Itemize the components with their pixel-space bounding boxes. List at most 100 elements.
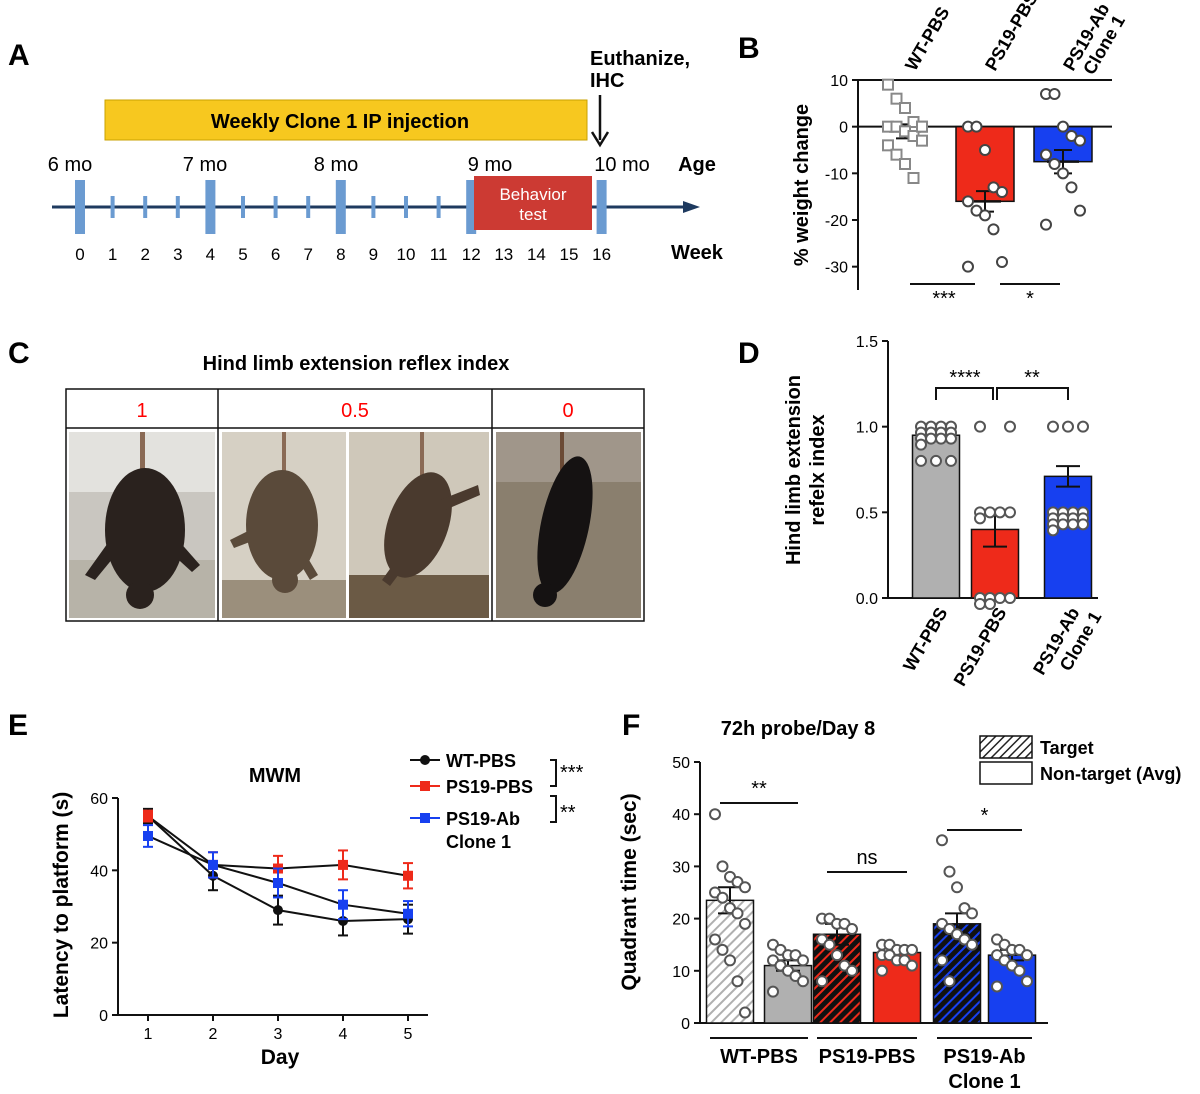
panel-label-b: B [738,32,760,65]
f-legend-swatch-nontarget [979,761,1033,785]
behavior-test-box [474,176,592,230]
week-tick-label: 10 [397,245,416,264]
timeline-major-tick [205,180,216,234]
e-y-tick-label: 0 [99,1008,108,1025]
d-data-point [1067,518,1079,531]
f-data-point [906,959,918,972]
injection-bar [104,99,588,141]
week-title: Week [671,242,724,264]
b-data-point [987,223,1000,236]
timeline-minor-tick [143,196,148,218]
d-data-point [974,420,986,433]
b-data-point [1065,181,1078,194]
f-data-point [709,933,721,946]
b-data-point [962,195,974,208]
week-tick-label: 0 [75,245,84,264]
mouse-photo-index-0-5-b [349,432,489,618]
f-data-point [739,917,751,930]
euthanize-arrowhead [590,131,610,148]
d-category-label: PS19-PBS [950,604,1011,689]
b-data-point [970,120,983,133]
panel-label-e: E [8,709,28,742]
b-data-point [1048,158,1061,170]
f-data-point [823,938,836,951]
e-sig-label: *** [560,762,584,784]
b-data-point [899,102,911,114]
f-group-label: WT-PBS [720,1046,798,1068]
f-data-point [797,975,809,988]
f-group-label: Clone 1 [948,1071,1020,1093]
age-tick-label: 7 mo [183,154,227,176]
d-data-point [935,432,947,445]
timeline-major-tick [466,180,477,234]
f-sig-label: ** [751,778,767,800]
week-tick-label: 1 [108,245,117,264]
b-data-point [907,172,920,184]
f-data-point [797,954,809,967]
e-x-axis-title: Day [261,1046,300,1069]
d-sig-bracket [935,387,994,400]
e-data-point [338,899,348,910]
panel-label-f: F [622,709,640,742]
panel-f-probe: 0 10 20 30 40 50 Quadrant time (sec) 72h probe/… [618,718,1181,1093]
b-data-point [1048,88,1061,100]
week-tick-label: 3 [173,245,182,264]
euthanize-label-2: IHC [590,70,624,92]
e-x-tick-label: 4 [339,1026,348,1043]
f-y-tick-label: 30 [672,859,690,876]
timeline-major-tick [335,180,346,234]
d-data-point [1047,524,1059,537]
timeline-minor-tick [404,196,408,218]
panel-d-reflex-index: 0.0 0.5 1.0 1.5 Hind limb extension refelx in… [783,334,1105,689]
panel-e-mwm: 0 20 40 60 1 2 3 4 5 Day Latency to platform (s) MW… [50,751,584,1069]
panel-b-weight-change: 10 0 -10 -20 -30 % weight change WT-PBS PS19-PB… [791,0,1129,310]
week-tick-label: 15 [560,245,579,264]
mouse-photo-index-1 [69,432,215,618]
f-legend-label: Non-target (Avg) [1040,764,1181,784]
d-data-point [1004,592,1016,604]
d-data-point [994,592,1006,604]
injection-label: Weekly Clone 1 IP injection [211,111,469,133]
mouse-photo-index-0 [496,432,641,618]
b-data-point [962,260,974,273]
e-sig-bracket [550,795,557,823]
f-data-point [966,938,978,951]
timeline-minor-tick [273,196,278,218]
d-data-point [915,438,927,451]
e-data-point [208,859,218,870]
b-data-point [1057,167,1069,180]
index-value-0-5: 0.5 [341,400,369,422]
d-data-point [945,432,957,445]
f-data-point [846,964,858,977]
week-tick-label: 4 [206,245,215,264]
f-data-point [731,975,744,988]
d-data-point [974,598,986,610]
e-chart-title: MWM [249,765,301,787]
photo-grid-frame [65,388,645,622]
b-data-point [1074,204,1086,217]
d-data-point [1004,420,1016,433]
f-data-point [943,865,956,878]
timeline-minor-tick [110,196,115,218]
b-data-point [979,144,991,156]
f-y-axis-title: Quadrant time (sec) [618,793,641,990]
b-sig-label: *** [932,288,956,310]
e-legend-label: PS19-Ab [446,809,520,829]
d-data-point [1057,518,1069,531]
f-y-tick-label: 20 [672,912,690,929]
week-tick-label: 5 [238,245,247,264]
f-y-tick-label: 50 [672,755,690,772]
index-value-0: 0 [562,400,573,422]
f-group-label: PS19-Ab [943,1046,1025,1068]
e-data-point [338,859,348,870]
d-y-tick-label: 1.0 [856,420,878,437]
b-bar [955,125,1015,203]
age-title: Age [678,154,716,176]
f-data-point [816,975,828,988]
d-data-point [994,506,1006,519]
age-tick-label: 10 mo [594,154,650,176]
b-y-tick-label: 10 [830,73,848,90]
f-data-point [936,954,948,967]
e-data-point [273,905,283,916]
